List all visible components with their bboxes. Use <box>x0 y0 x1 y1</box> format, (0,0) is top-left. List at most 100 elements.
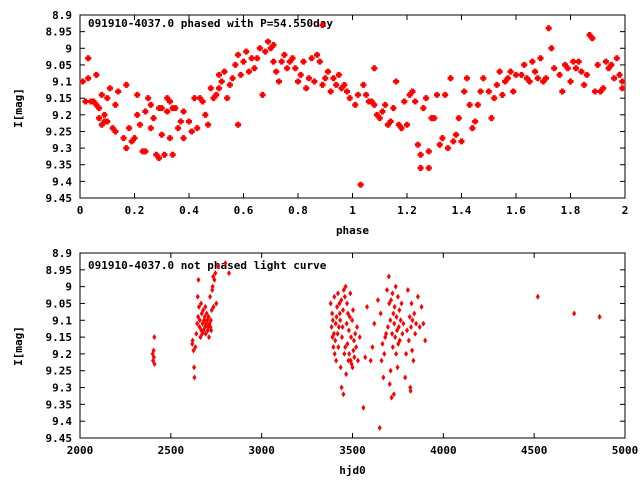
data-point <box>480 75 487 82</box>
data-point <box>352 101 359 108</box>
data-point <box>521 61 528 68</box>
data-point <box>337 300 342 307</box>
data-point <box>337 310 342 317</box>
data-point <box>363 354 368 361</box>
data-point <box>371 65 378 72</box>
data-point <box>394 313 399 320</box>
x-tick-label: 1 <box>349 204 356 217</box>
data-point <box>195 293 200 300</box>
data-point <box>322 75 329 82</box>
data-point <box>346 357 351 364</box>
data-point <box>221 68 228 75</box>
data-point <box>354 91 361 98</box>
y-tick-label: 9.05 <box>46 59 73 72</box>
x-tick-label: 2000 <box>67 444 94 457</box>
data-point <box>166 135 173 142</box>
data-point <box>414 320 419 327</box>
data-point <box>332 293 337 300</box>
data-point <box>396 324 401 330</box>
data-point <box>270 41 277 48</box>
data-point <box>397 337 402 344</box>
data-point <box>226 270 231 277</box>
data-point <box>331 330 336 337</box>
data-point <box>365 303 370 310</box>
data-point <box>338 317 343 324</box>
data-point <box>333 320 338 327</box>
data-point <box>453 131 460 138</box>
data-point <box>567 78 574 85</box>
data-point <box>192 374 197 381</box>
data-point <box>347 313 352 320</box>
data-point <box>335 290 340 297</box>
data-point <box>412 98 419 105</box>
data-point <box>425 148 432 155</box>
data-point <box>96 105 103 112</box>
x-tick-label: 0.4 <box>179 204 199 217</box>
data-point <box>375 297 380 304</box>
chart-title: 091910-4037.0 not phased light curve <box>88 259 327 272</box>
data-point <box>414 141 421 148</box>
data-point <box>420 105 427 112</box>
data-point <box>393 283 398 290</box>
data-point <box>423 337 428 344</box>
data-point <box>355 357 360 364</box>
x-axis-label: hjd0 <box>339 464 366 477</box>
data-point <box>361 404 366 411</box>
data-point <box>400 330 405 337</box>
data-point <box>344 371 349 378</box>
data-point <box>594 61 601 68</box>
x-tick-label: 0.8 <box>288 204 308 217</box>
data-point <box>180 108 187 115</box>
data-point <box>191 347 196 354</box>
data-point <box>518 71 525 78</box>
data-point <box>212 276 217 283</box>
x-tick-label: 2 <box>622 204 629 217</box>
data-point <box>344 88 351 95</box>
data-point <box>548 45 555 52</box>
data-point <box>96 115 103 122</box>
data-point <box>404 350 409 357</box>
data-point <box>379 108 386 115</box>
data-point <box>328 300 333 307</box>
data-point <box>186 118 192 125</box>
data-point <box>151 347 156 354</box>
data-point <box>194 330 199 337</box>
data-point <box>526 78 533 85</box>
data-point <box>404 121 410 128</box>
data-point <box>180 135 187 142</box>
y-tick-label: 9 <box>65 281 72 294</box>
data-point <box>403 374 408 381</box>
data-point <box>342 293 347 300</box>
data-point <box>158 105 165 112</box>
data-point <box>405 327 409 334</box>
data-point <box>335 71 342 78</box>
x-tick-label: 1.2 <box>397 204 417 217</box>
x-axis-label: phase <box>336 224 369 237</box>
data-point <box>345 340 350 347</box>
data-point <box>278 58 285 65</box>
data-point <box>408 324 413 330</box>
y-tick-label: 9.3 <box>52 142 72 155</box>
data-point <box>93 71 100 78</box>
data-point <box>444 145 451 152</box>
data-point <box>235 51 242 58</box>
data-point <box>450 138 457 145</box>
y-tick-label: 9.3 <box>52 382 72 395</box>
data-point <box>386 273 391 280</box>
data-point <box>201 307 206 314</box>
data-point <box>339 384 344 391</box>
data-point <box>415 293 420 300</box>
y-tick-label: 9.15 <box>46 92 73 105</box>
data-point <box>243 48 250 55</box>
data-point <box>79 78 86 85</box>
data-point <box>199 98 206 105</box>
data-point <box>147 101 154 108</box>
data-point <box>329 324 334 330</box>
y-tick-label: 8.9 <box>52 9 72 22</box>
data-point <box>341 307 346 314</box>
data-point <box>152 361 157 367</box>
data-point <box>353 330 358 337</box>
data-point <box>177 118 184 125</box>
data-point <box>351 347 356 354</box>
data-point <box>442 91 449 98</box>
